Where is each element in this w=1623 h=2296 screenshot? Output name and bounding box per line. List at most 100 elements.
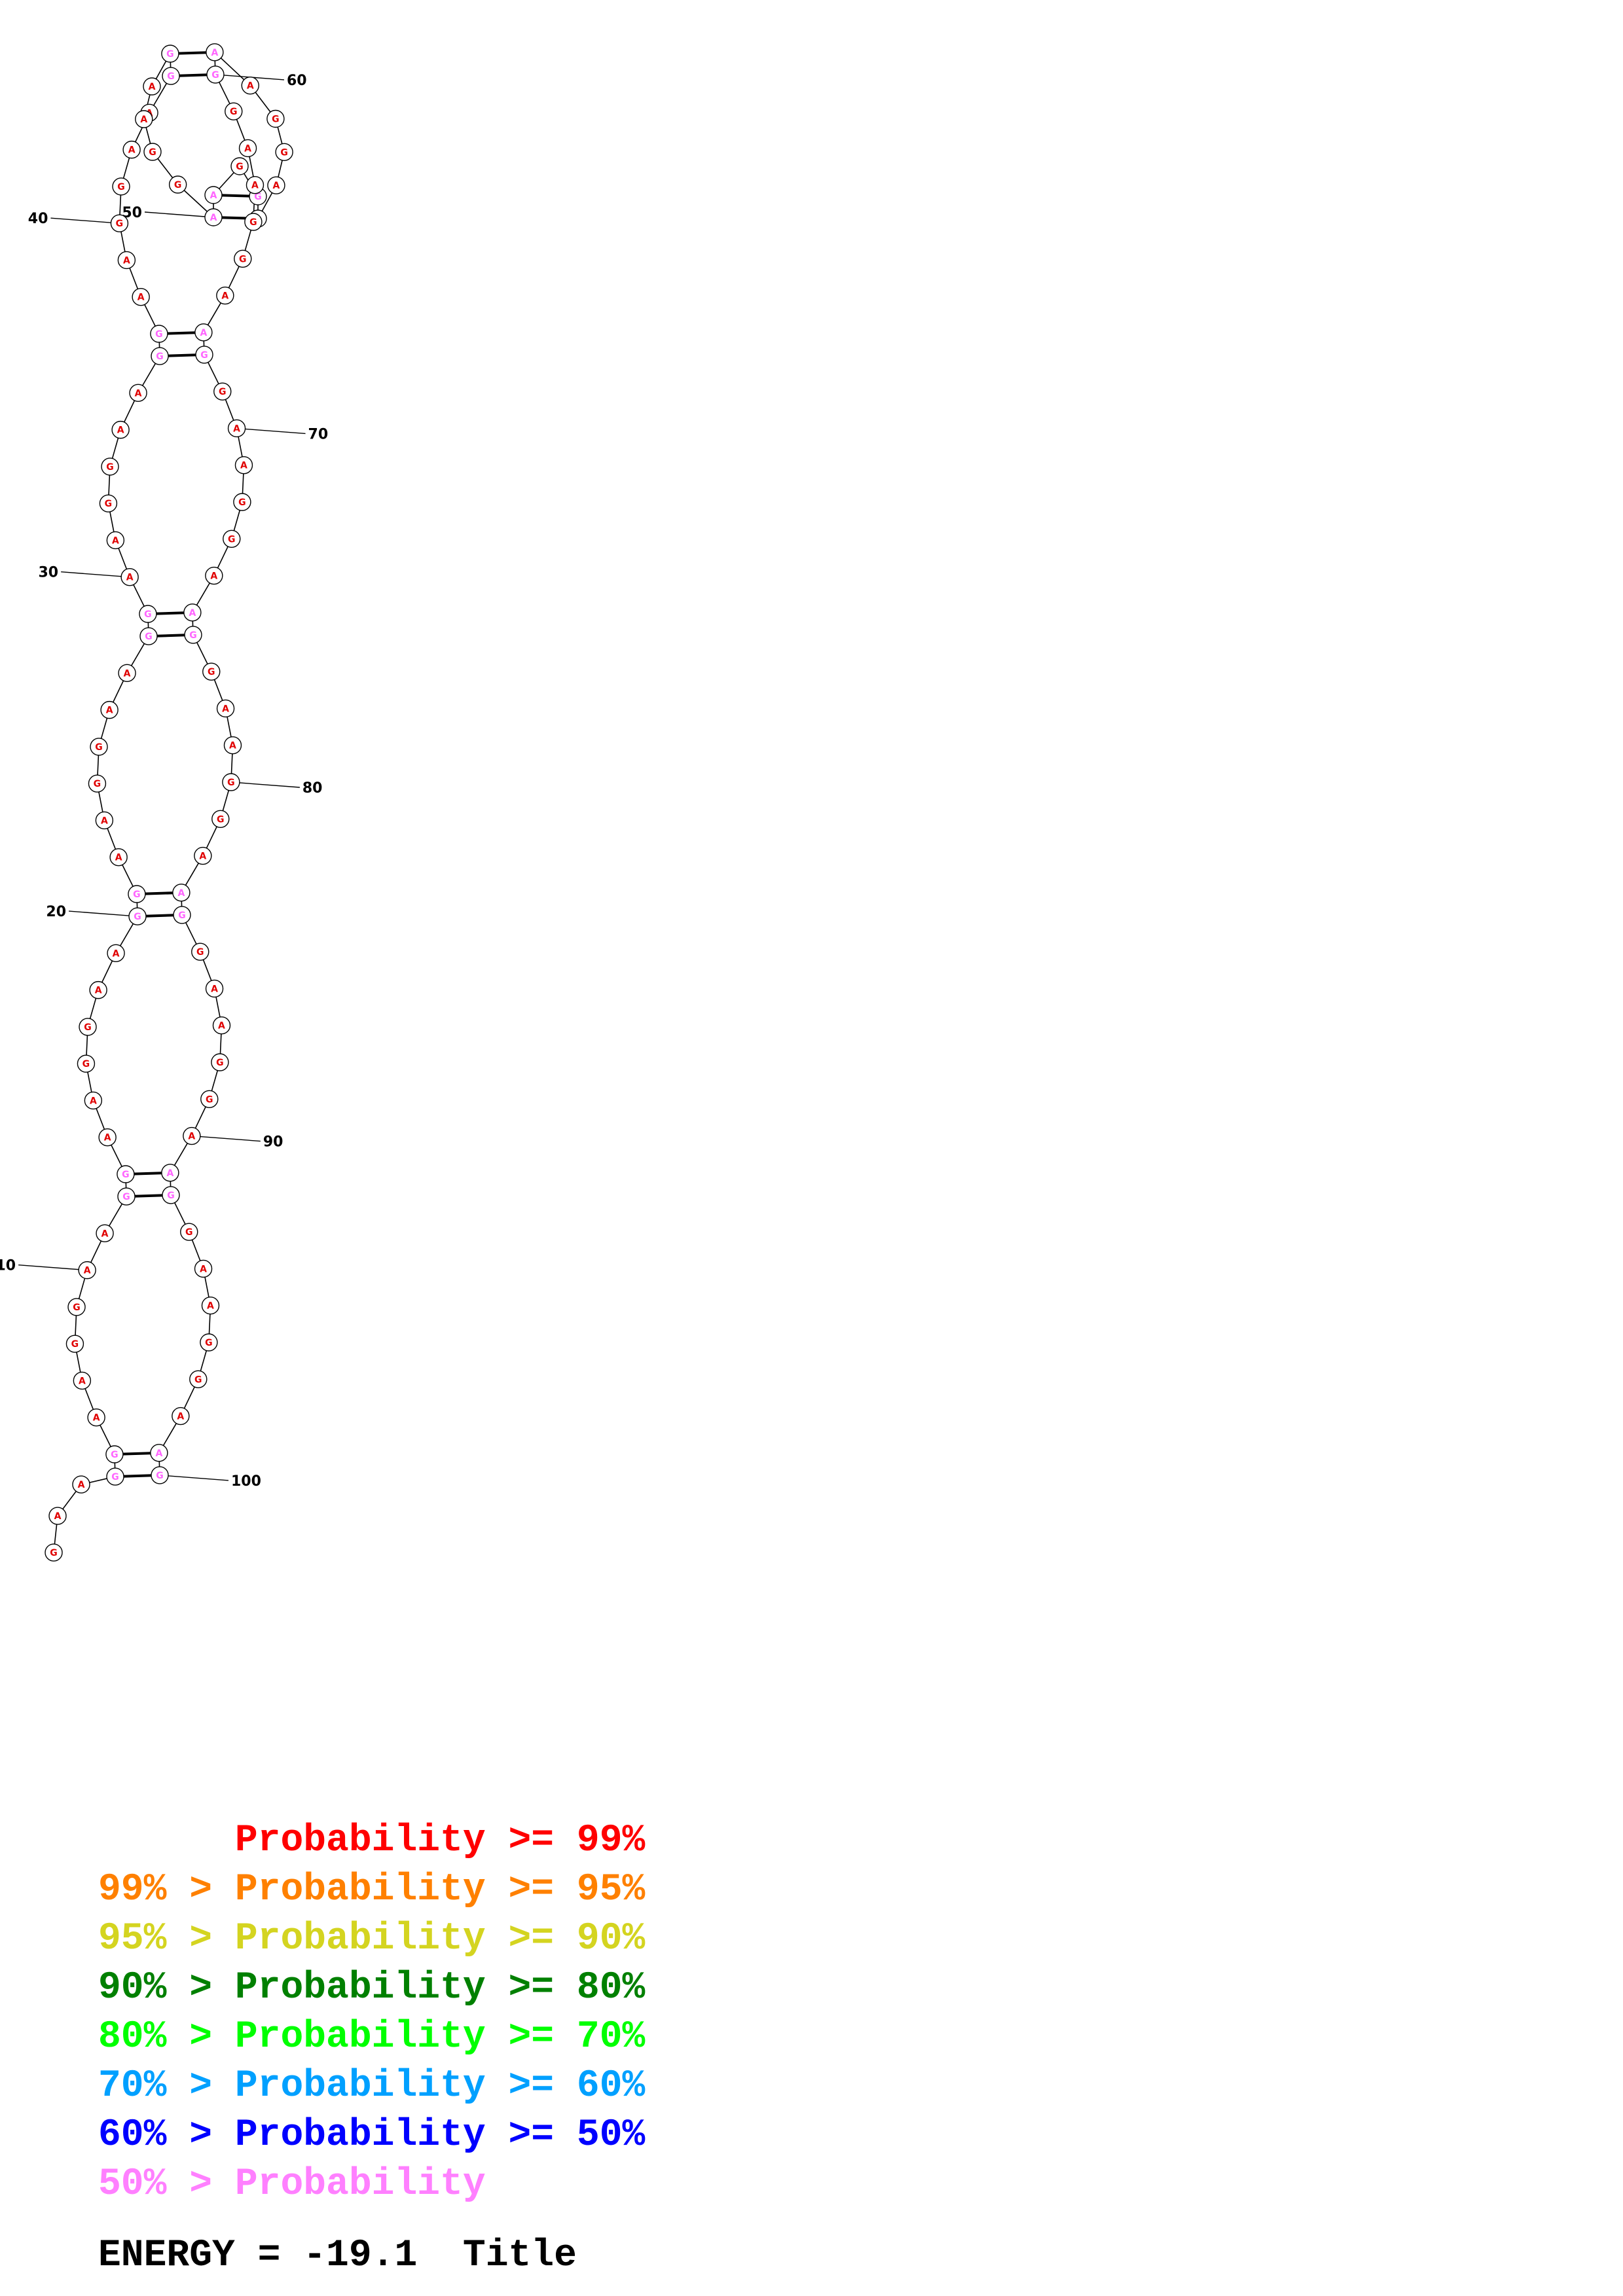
nucleotide-letter: G xyxy=(208,667,215,677)
nucleotide-letter: A xyxy=(222,704,229,714)
nucleotide-circle xyxy=(132,288,150,306)
nucleotide-layer: GAAGGAAGGAAGGAAGGAAGGAAGGAAGGAAGGAAGGAAG… xyxy=(45,43,293,1562)
nucleotide-letter: G xyxy=(122,1192,130,1202)
nucleotide-letter: G xyxy=(117,182,125,192)
position-label-leader xyxy=(191,1135,261,1142)
nucleotide: A xyxy=(204,186,223,204)
nucleotide-circle xyxy=(143,77,161,96)
nucleotide-letter: G xyxy=(71,1339,79,1350)
nucleotide-letter: A xyxy=(210,190,217,201)
nucleotide-letter: A xyxy=(79,1376,86,1386)
legend-line-1: Probability >= 99% xyxy=(98,1820,646,1862)
legend-line-8: 50% > Probability xyxy=(98,2163,486,2206)
nucleotide: G xyxy=(112,177,130,196)
nucleotide-circle xyxy=(238,139,257,158)
nucleotide: A xyxy=(216,286,234,305)
nucleotide-circle xyxy=(89,980,107,999)
nucleotide: A xyxy=(78,1261,96,1280)
nucleotide-letter: A xyxy=(128,145,136,156)
nucleotide: G xyxy=(151,1466,169,1484)
nucleotide-letter: A xyxy=(247,81,254,92)
nucleotide-letter: G xyxy=(73,1302,81,1313)
nucleotide-circle xyxy=(200,1090,219,1108)
nucleotide-circle xyxy=(135,110,153,128)
position-label-leader xyxy=(159,1475,229,1481)
nucleotide-letter: G xyxy=(228,534,236,545)
nucleotide-circle xyxy=(96,1224,114,1243)
nucleotide: A xyxy=(194,1259,213,1278)
nucleotide-circle xyxy=(88,774,107,793)
nucleotide-letter: G xyxy=(236,162,244,172)
nucleotide: A xyxy=(129,384,147,403)
nucleotide-circle xyxy=(84,1091,103,1110)
nucleotide-letter: A xyxy=(177,888,185,899)
nucleotide-letter: G xyxy=(189,630,197,641)
nucleotide-circle xyxy=(246,176,264,194)
position-label-leader xyxy=(68,910,138,917)
nucleotide-circle xyxy=(100,700,119,719)
nucleotide-circle xyxy=(216,286,234,305)
nucleotide-letter: A xyxy=(84,1266,91,1276)
nucleotide: A xyxy=(234,456,253,475)
nucleotide-circle xyxy=(90,738,108,756)
nucleotide-circle xyxy=(223,529,241,548)
nucleotide-circle xyxy=(266,109,285,128)
nucleotide-circle xyxy=(67,1298,86,1316)
nucleotide-circle xyxy=(106,1467,124,1486)
nucleotide: A xyxy=(267,176,285,194)
nucleotide: A xyxy=(95,811,114,830)
nucleotide-letter: G xyxy=(230,107,238,117)
legend-line-7: 60% > Probability >= 50% xyxy=(98,2114,646,2157)
nucleotide-circle xyxy=(98,1128,117,1147)
nucleotide-circle xyxy=(206,65,225,84)
nucleotide-letter: G xyxy=(156,351,164,362)
nucleotide: G xyxy=(233,493,251,511)
nucleotide: G xyxy=(191,942,210,961)
nucleotide: A xyxy=(118,664,136,683)
nucleotide-letter: G xyxy=(105,499,113,509)
nucleotide-circle xyxy=(168,175,187,194)
nucleotide: G xyxy=(151,347,169,365)
nucleotide: G xyxy=(88,774,107,793)
nucleotide-circle xyxy=(206,43,224,62)
nucleotide-letter: A xyxy=(210,571,217,582)
nucleotide-letter: A xyxy=(124,668,131,679)
nucleotide: G xyxy=(200,1090,219,1108)
nucleotide: G xyxy=(161,45,179,63)
nucleotide-circle xyxy=(234,249,252,268)
nucleotide-circle xyxy=(99,494,118,512)
position-label-leader xyxy=(144,211,214,218)
nucleotide-circle xyxy=(195,346,213,364)
nucleotide-letter: G xyxy=(167,1191,175,1201)
nucleotide: G xyxy=(266,109,285,128)
nucleotide: G xyxy=(162,1186,180,1204)
nucleotide: A xyxy=(98,1128,117,1147)
nucleotide-circle xyxy=(172,1407,190,1426)
nucleotide: G xyxy=(189,1370,208,1388)
nucleotide-letter: A xyxy=(251,181,259,191)
nucleotide-letter: A xyxy=(140,115,147,125)
nucleotide: A xyxy=(223,736,242,755)
nucleotide-letter: G xyxy=(196,947,204,958)
nucleotide: A xyxy=(201,1297,220,1315)
nucleotide: A xyxy=(246,176,264,194)
nucleotide: A xyxy=(135,110,153,128)
position-label-leader xyxy=(50,217,120,224)
nucleotide-circle xyxy=(275,143,293,162)
nucleotide-circle xyxy=(211,810,230,828)
nucleotide-letter: G xyxy=(116,219,124,229)
nucleotide-letter: A xyxy=(115,853,122,863)
nucleotide-circle xyxy=(233,493,251,511)
nucleotide: G xyxy=(234,249,252,268)
nucleotide: G xyxy=(101,457,119,476)
nucleotide: A xyxy=(109,848,128,867)
nucleotide-letter: G xyxy=(239,254,247,264)
nucleotide: G xyxy=(168,175,187,194)
nucleotide: A xyxy=(107,944,125,963)
nucleotide-circle xyxy=(194,323,213,342)
nucleotide-circle xyxy=(172,884,191,902)
nucleotide-circle xyxy=(189,1370,208,1388)
nucleotide-circle xyxy=(78,1261,96,1280)
nucleotide-circle xyxy=(48,1507,67,1525)
nucleotide: A xyxy=(122,140,141,159)
